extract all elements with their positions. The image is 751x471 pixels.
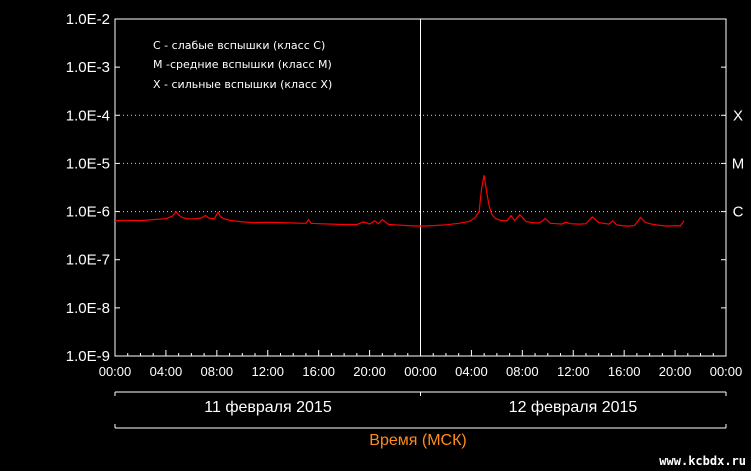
y-tick-label: 1.0E-3 bbox=[66, 59, 110, 76]
legend-item-x: X - сильные вспышки (класс X) bbox=[153, 78, 332, 91]
y-tick-label: 1.0E-9 bbox=[66, 348, 110, 365]
y-tick-label: 1.0E-2 bbox=[66, 11, 110, 28]
x-tick-label: 04:00 bbox=[455, 364, 488, 379]
x-tick-label: 04:00 bbox=[150, 364, 183, 379]
x-tick-label: 16:00 bbox=[608, 364, 641, 379]
legend: C - слабые вспышки (класс C) M -средние … bbox=[153, 39, 332, 91]
y-tick-label: 1.0E-7 bbox=[66, 252, 110, 269]
y-tick-label: 1.0E-5 bbox=[66, 155, 110, 172]
threshold-label-x: X bbox=[733, 107, 743, 124]
x-tick-label: 00:00 bbox=[404, 364, 437, 379]
y-tick-label: 1.0E-4 bbox=[66, 107, 110, 124]
x-axis-title: Время (МСК) bbox=[369, 432, 466, 449]
threshold-label-c: C bbox=[733, 204, 744, 221]
day-label-1: 11 февраля 2015 bbox=[204, 399, 332, 416]
x-tick-label: 20:00 bbox=[659, 364, 692, 379]
legend-item-m: M -средние вспышки (класс M) bbox=[153, 58, 332, 71]
legend-item-c: C - слабые вспышки (класс C) bbox=[153, 39, 325, 52]
y-tick-label: 1.0E-8 bbox=[66, 300, 110, 317]
x-tick-label: 00:00 bbox=[99, 364, 132, 379]
x-tick-label: 08:00 bbox=[506, 364, 539, 379]
x-tick-label: 20:00 bbox=[353, 364, 386, 379]
x-tick-label: 00:00 bbox=[710, 364, 743, 379]
y-tick-label: 1.0E-6 bbox=[66, 204, 110, 221]
threshold-label-m: M bbox=[732, 155, 745, 172]
day-brackets bbox=[114, 391, 727, 429]
x-tick-label: 08:00 bbox=[201, 364, 234, 379]
watermark: www.kcbdx.ru bbox=[659, 454, 746, 468]
flux-series-line bbox=[114, 175, 685, 227]
x-tick-label: 12:00 bbox=[557, 364, 590, 379]
x-tick-label: 16:00 bbox=[302, 364, 335, 379]
x-tick-label: 12:00 bbox=[251, 364, 284, 379]
day-label-2: 12 февраля 2015 bbox=[509, 399, 638, 416]
